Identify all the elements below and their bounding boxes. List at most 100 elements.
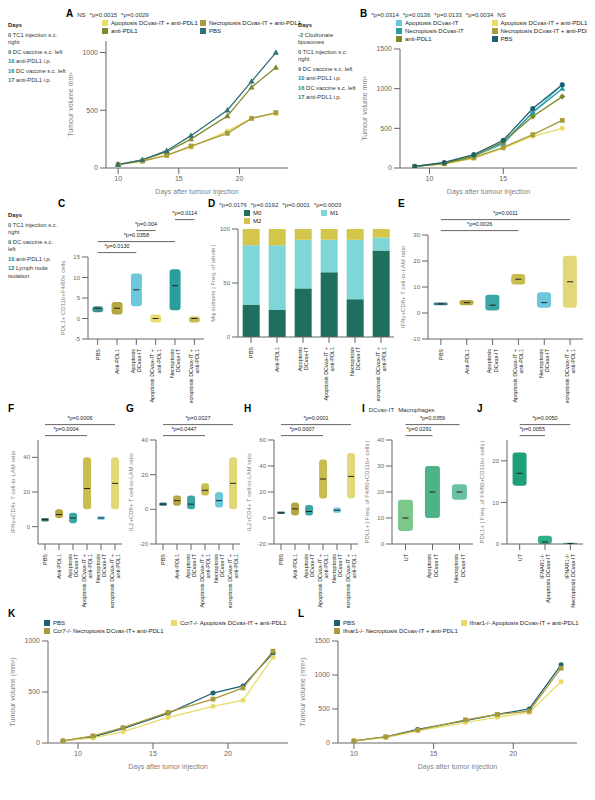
svg-text:1500: 1500	[314, 637, 330, 644]
svg-text:10: 10	[73, 275, 80, 281]
svg-text:30: 30	[377, 463, 384, 469]
svg-text:50: 50	[223, 280, 230, 286]
svg-text:0: 0	[36, 739, 40, 746]
svg-text:PBS: PBS	[42, 554, 48, 565]
svg-text:0: 0	[326, 739, 330, 746]
svg-text:-20: -20	[257, 541, 266, 547]
svg-text:30: 30	[413, 232, 420, 238]
svg-text:ApoptosisDCvax-IT: ApoptosisDCvax-IT	[486, 348, 499, 373]
svg-text:ApoptosisDCvax-IT: ApoptosisDCvax-IT	[303, 553, 316, 578]
svg-text:10: 10	[492, 500, 499, 506]
svg-text:15: 15	[149, 750, 157, 757]
svg-text:Necroptosis DCvax-IT +anti-PDL: Necroptosis DCvax-IT +anti-PDL1	[188, 349, 201, 403]
svg-text:*p=0.0004: *p=0.0004	[53, 426, 78, 432]
svg-text:Apoptosis DCvax-IT +anti-PDL1: Apoptosis DCvax-IT +anti-PDL1	[199, 554, 212, 608]
svg-text:*p=0.0055: *p=0.0055	[520, 426, 545, 432]
svg-text:*p=0.004: *p=0.004	[135, 221, 157, 227]
svg-text:*p=0.0026: *p=0.0026	[467, 221, 492, 227]
svg-text:Necroptosis DCvax-IT +anti-PDL: Necroptosis DCvax-IT +anti-PDL1	[227, 554, 240, 608]
svg-text:Days after tumor injection: Days after tumor injection	[418, 763, 497, 771]
svg-text:PBS: PBS	[248, 347, 254, 358]
svg-text:15: 15	[499, 175, 507, 182]
svg-text:0: 0	[417, 310, 421, 316]
svg-text:*p=0.0359: *p=0.0359	[420, 415, 445, 421]
svg-text:-20: -20	[139, 541, 148, 547]
svg-text:40: 40	[377, 437, 384, 443]
svg-text:Tumour volume (mm³): Tumour volume (mm³)	[299, 658, 307, 727]
svg-text:*p=0.0447: *p=0.0447	[171, 426, 196, 432]
svg-text:40: 40	[23, 454, 30, 460]
svg-text:IFNAR1-/-Apoptosis DCvax-IT: IFNAR1-/-Apoptosis DCvax-IT	[539, 553, 552, 603]
svg-text:Anti-PDL1: Anti-PDL1	[174, 554, 180, 579]
svg-text:ApoptosisDCvax-IT: ApoptosisDCvax-IT	[297, 346, 310, 371]
svg-text:20: 20	[224, 750, 232, 757]
svg-text:60: 60	[259, 437, 266, 443]
svg-text:Days after tumour injection: Days after tumour injection	[155, 188, 238, 196]
svg-text:NecroptosisDCvax-IT: NecroptosisDCvax-IT	[349, 346, 362, 376]
svg-text:PBS: PBS	[438, 349, 444, 360]
svg-text:UT: UT	[403, 553, 409, 561]
svg-text:10: 10	[350, 750, 358, 757]
svg-text:PDL1+ CD11b+F4/80+ cells: PDL1+ CD11b+F4/80+ cells	[60, 261, 66, 335]
svg-text:10: 10	[74, 750, 82, 757]
svg-text:Days after tumor injection: Days after tumor injection	[128, 763, 207, 771]
svg-text:Tumour volume mm³: Tumour volume mm³	[361, 76, 368, 141]
svg-text:15: 15	[430, 750, 438, 757]
svg-text:Necroptosis DCvax-IT +anti-PDL: Necroptosis DCvax-IT +anti-PDL1	[375, 347, 388, 401]
svg-text:0: 0	[77, 316, 81, 322]
svg-text:15: 15	[175, 175, 183, 182]
svg-text:Days after tumour injection: Days after tumour injection	[447, 188, 530, 196]
svg-text:0: 0	[94, 164, 98, 171]
svg-text:ApoptosisDCvax-IT: ApoptosisDCvax-IT	[185, 553, 198, 578]
svg-text:Mφ subsets | Freq. of whole |: Mφ subsets | Freq. of whole |	[210, 244, 216, 322]
svg-text:NecroptosisDCvax-IT: NecroptosisDCvax-IT	[95, 553, 108, 583]
svg-text:-5: -5	[75, 336, 81, 342]
svg-text:PDL1+ | Freq. of F4/80+CD11b+: PDL1+ | Freq. of F4/80+CD11b+ cells |	[479, 440, 485, 544]
svg-text:Apoptosis DCvax-IT +anti-PDL1: Apoptosis DCvax-IT +anti-PDL1	[323, 347, 336, 401]
svg-text:UT: UT	[517, 553, 523, 561]
svg-text:ApoptosisDCvax-IT: ApoptosisDCvax-IT	[67, 553, 80, 578]
svg-text:40: 40	[259, 463, 266, 469]
svg-text:-10: -10	[411, 336, 420, 342]
svg-text:10: 10	[377, 515, 384, 521]
svg-text:0: 0	[263, 515, 267, 521]
svg-text:1000: 1000	[314, 671, 330, 678]
svg-text:Tumour volume mm³: Tumour volume mm³	[67, 72, 74, 137]
svg-text:IL2+CD4+ T cell-to-LAM ratio: IL2+CD4+ T cell-to-LAM ratio	[246, 452, 252, 530]
svg-text:NecroptosisDCvax-IT: NecroptosisDCvax-IT	[331, 553, 344, 583]
svg-text:PBS: PBS	[160, 554, 166, 565]
svg-text:500: 500	[318, 705, 330, 712]
svg-text:*p=0.0050: *p=0.0050	[532, 415, 557, 421]
svg-text:NecroptosisDCvax-IT: NecroptosisDCvax-IT	[453, 553, 466, 583]
svg-text:20: 20	[141, 472, 148, 478]
svg-text:IFNγ+CD4+ T cell-to-LAM ratio: IFNγ+CD4+ T cell-to-LAM ratio	[10, 450, 16, 533]
svg-text:NecroptosisDCvax-IT: NecroptosisDCvax-IT	[538, 348, 551, 378]
svg-text:Necroptosis DCvax-IT +anti-PDL: Necroptosis DCvax-IT +anti-PDL1	[345, 554, 358, 608]
svg-text:Necroptosis DCvax-IT +anti-PDL: Necroptosis DCvax-IT +anti-PDL1	[109, 554, 122, 608]
svg-text:1000: 1000	[376, 85, 392, 92]
svg-text:0: 0	[27, 524, 31, 530]
svg-text:*p=0.0358: *p=0.0358	[124, 232, 149, 238]
svg-text:0: 0	[388, 164, 392, 171]
svg-text:20: 20	[236, 175, 244, 182]
svg-text:0: 0	[496, 541, 500, 547]
svg-text:20: 20	[377, 489, 384, 495]
svg-text:*p=0.0130: *p=0.0130	[104, 243, 129, 249]
svg-text:15: 15	[73, 254, 80, 260]
svg-text:1500: 1500	[376, 45, 392, 52]
svg-text:NecroptosisDCvax-IT: NecroptosisDCvax-IT	[169, 348, 182, 378]
svg-text:Apoptosis DCvax-IT +anti-PDL1: Apoptosis DCvax-IT +anti-PDL1	[149, 349, 162, 403]
svg-text:Anti-PDL1: Anti-PDL1	[274, 347, 280, 372]
svg-text:1000: 1000	[82, 49, 98, 56]
svg-text:*p=0.0011: *p=0.0011	[493, 210, 518, 216]
svg-text:40: 40	[141, 437, 148, 443]
svg-text:500: 500	[86, 107, 98, 114]
svg-text:Anti-PDL1: Anti-PDL1	[292, 554, 298, 579]
svg-text:0: 0	[145, 506, 149, 512]
svg-text:*p=0.0291: *p=0.0291	[406, 426, 431, 432]
svg-text:*p=0.0006: *p=0.0006	[67, 415, 92, 421]
svg-text:Apoptosis DCvax-IT +anti-PDL1: Apoptosis DCvax-IT +anti-PDL1	[317, 554, 330, 608]
svg-text:PDL1+ | Freq. of F4/80+CD11b+: PDL1+ | Freq. of F4/80+CD11b+ cells |	[364, 440, 370, 544]
svg-text:PBS: PBS	[278, 554, 284, 565]
svg-text:NecroptosisDCvax-IT: NecroptosisDCvax-IT	[213, 553, 226, 583]
